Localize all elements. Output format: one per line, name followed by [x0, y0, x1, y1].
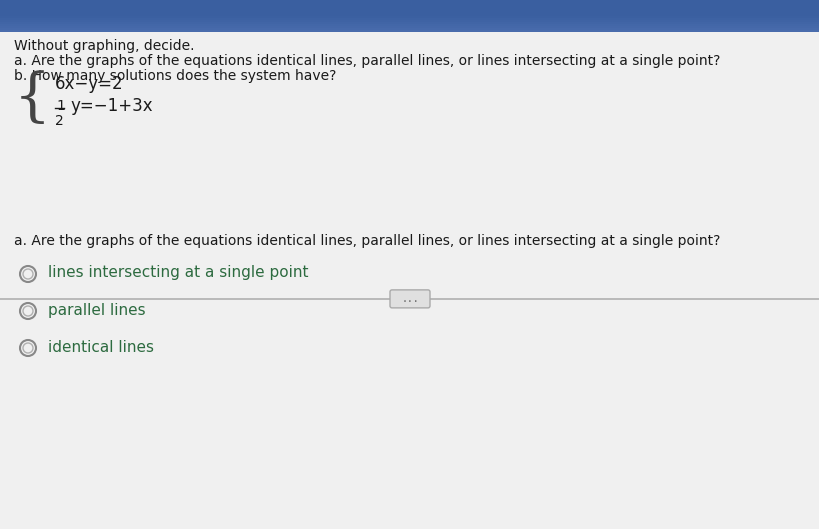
Text: parallel lines: parallel lines — [48, 303, 146, 317]
Text: identical lines: identical lines — [48, 340, 154, 354]
Text: 1: 1 — [56, 99, 65, 113]
Text: {: { — [13, 71, 51, 127]
Text: a. Are the graphs of the equations identical lines, parallel lines, or lines int: a. Are the graphs of the equations ident… — [14, 234, 720, 248]
Text: 2: 2 — [55, 114, 64, 128]
FancyBboxPatch shape — [0, 16, 819, 18]
Text: ...: ... — [400, 294, 419, 304]
FancyBboxPatch shape — [0, 20, 819, 22]
FancyBboxPatch shape — [0, 18, 819, 20]
FancyBboxPatch shape — [390, 290, 429, 308]
Text: 6x−y=2: 6x−y=2 — [55, 75, 124, 93]
FancyBboxPatch shape — [0, 24, 819, 26]
Text: lines intersecting at a single point: lines intersecting at a single point — [48, 266, 308, 280]
Text: Without graphing, decide.: Without graphing, decide. — [14, 39, 194, 53]
FancyBboxPatch shape — [0, 30, 819, 32]
FancyBboxPatch shape — [0, 0, 819, 32]
FancyBboxPatch shape — [0, 28, 819, 30]
FancyBboxPatch shape — [0, 22, 819, 24]
Text: b. How many solutions does the system have?: b. How many solutions does the system ha… — [14, 69, 336, 83]
FancyBboxPatch shape — [0, 26, 819, 28]
Text: y=−1+3x: y=−1+3x — [70, 97, 152, 115]
Text: a. Are the graphs of the equations identical lines, parallel lines, or lines int: a. Are the graphs of the equations ident… — [14, 54, 720, 68]
